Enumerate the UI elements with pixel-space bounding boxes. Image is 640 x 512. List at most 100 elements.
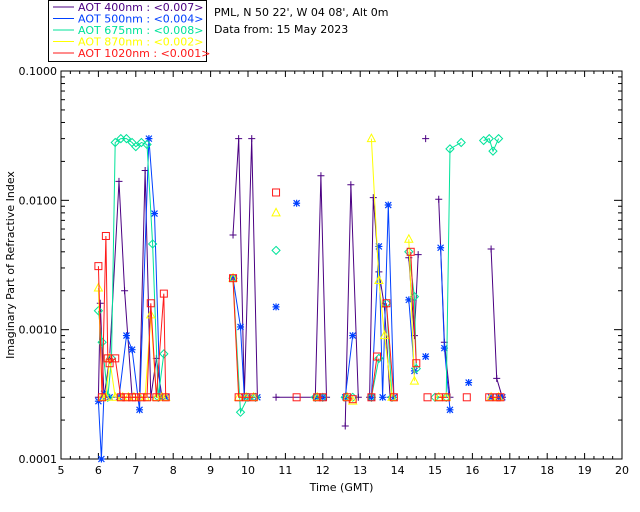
x-tick-label: 16 <box>465 464 479 477</box>
legend-entry: AOT 870nm : <0.002> <box>78 36 204 49</box>
data-point-star <box>440 344 448 352</box>
data-point-square <box>373 352 382 361</box>
data-point-star <box>106 393 114 401</box>
data-point-square <box>382 299 391 308</box>
data-point-plus <box>414 251 422 259</box>
legend-entry: AOT 675nm : <0.008> <box>78 24 204 37</box>
data-point-plus <box>493 374 501 382</box>
data-point-triangle <box>93 282 104 292</box>
data-point-plus <box>235 135 243 143</box>
x-tick-label: 12 <box>316 464 330 477</box>
data-point-diamond <box>235 407 246 417</box>
data-point-triangle <box>248 391 259 401</box>
y-tick-label: 0.0001 <box>19 453 58 466</box>
data-point-diamond <box>159 349 169 359</box>
legend-entry: AOT 1020nm : <0.001> <box>78 47 211 60</box>
data-point-star <box>379 393 387 401</box>
data-point-square <box>94 262 103 271</box>
data-point-triangle <box>151 391 162 401</box>
data-point-square <box>111 354 120 363</box>
legend-box <box>48 0 207 62</box>
data-point-plus <box>369 194 377 202</box>
data-point-square <box>122 393 131 402</box>
series-line-2 <box>435 142 462 398</box>
data-point-star <box>97 455 105 463</box>
data-point-diamond <box>374 353 384 364</box>
y-tick-label: 0.0100 <box>19 194 58 207</box>
data-point-star <box>136 406 144 414</box>
x-tick-label: 7 <box>132 464 139 477</box>
data-point-plus <box>272 393 280 401</box>
data-point-triangle <box>271 207 281 217</box>
data-point-star <box>293 199 301 207</box>
x-tick-label: 19 <box>578 464 592 477</box>
header-date: Data from: 15 May 2023 <box>214 23 349 36</box>
data-point-square <box>159 289 168 298</box>
data-point-triangle <box>366 133 377 143</box>
data-point-square <box>406 247 415 256</box>
data-point-star <box>237 323 245 331</box>
data-point-plus <box>317 172 325 180</box>
series-line-3 <box>370 138 393 398</box>
data-point-triangle <box>441 391 452 401</box>
data-point-plus <box>487 245 495 253</box>
x-tick-label: 15 <box>428 464 442 477</box>
data-point-star <box>122 332 130 340</box>
data-point-square <box>101 231 110 240</box>
data-point-plus <box>422 135 430 143</box>
data-point-square <box>442 393 451 402</box>
series-line-4 <box>385 303 395 398</box>
data-point-square <box>249 393 258 402</box>
data-point-diamond <box>147 239 158 249</box>
x-axis-label: Time (GMT) <box>309 481 374 494</box>
series-line-1 <box>344 335 354 398</box>
data-point-plus <box>435 195 443 203</box>
y-tick-label: 0.1000 <box>19 65 58 78</box>
data-point-square <box>105 359 114 368</box>
data-point-star <box>422 353 430 361</box>
series-line-4 <box>410 251 417 364</box>
series-line-0 <box>344 184 359 427</box>
data-point-plus <box>248 135 256 143</box>
data-point-square <box>389 393 398 402</box>
data-point-diamond <box>142 139 152 150</box>
x-tick-label: 14 <box>391 464 405 477</box>
series-line-4 <box>346 396 353 400</box>
x-tick-label: 6 <box>95 464 102 477</box>
data-point-star <box>498 393 506 401</box>
x-tick-label: 17 <box>503 464 517 477</box>
data-point-plus <box>121 287 129 295</box>
x-tick-label: 8 <box>170 464 177 477</box>
data-point-triangle <box>403 233 414 243</box>
series-line-0 <box>97 170 166 398</box>
data-point-diamond <box>488 146 498 156</box>
data-point-plus <box>341 422 349 430</box>
data-point-diamond <box>121 133 132 144</box>
legend-entry: AOT 400nm : <0.007> <box>78 1 204 14</box>
data-point-triangle <box>433 391 444 401</box>
legend-entry: AOT 500nm : <0.004> <box>78 13 204 26</box>
data-point-square <box>496 393 505 402</box>
x-tick-label: 10 <box>241 464 255 477</box>
data-point-star <box>272 303 280 311</box>
data-point-square <box>98 393 107 402</box>
data-point-star <box>405 296 413 304</box>
data-point-triangle <box>145 309 156 319</box>
data-point-diamond <box>445 144 455 154</box>
data-point-plus <box>96 299 104 307</box>
data-point-diamond <box>456 137 466 148</box>
data-point-square <box>146 299 155 308</box>
data-point-triangle <box>379 330 390 340</box>
x-tick-label: 11 <box>278 464 292 477</box>
series-line-3 <box>408 239 415 382</box>
series-line-2 <box>97 138 165 398</box>
data-point-square <box>272 188 281 197</box>
data-point-star <box>465 379 473 387</box>
data-point-triangle <box>241 391 251 401</box>
data-point-diamond <box>93 306 104 316</box>
data-point-diamond <box>110 137 120 148</box>
data-point-square <box>423 393 432 402</box>
series-line-4 <box>97 235 167 398</box>
